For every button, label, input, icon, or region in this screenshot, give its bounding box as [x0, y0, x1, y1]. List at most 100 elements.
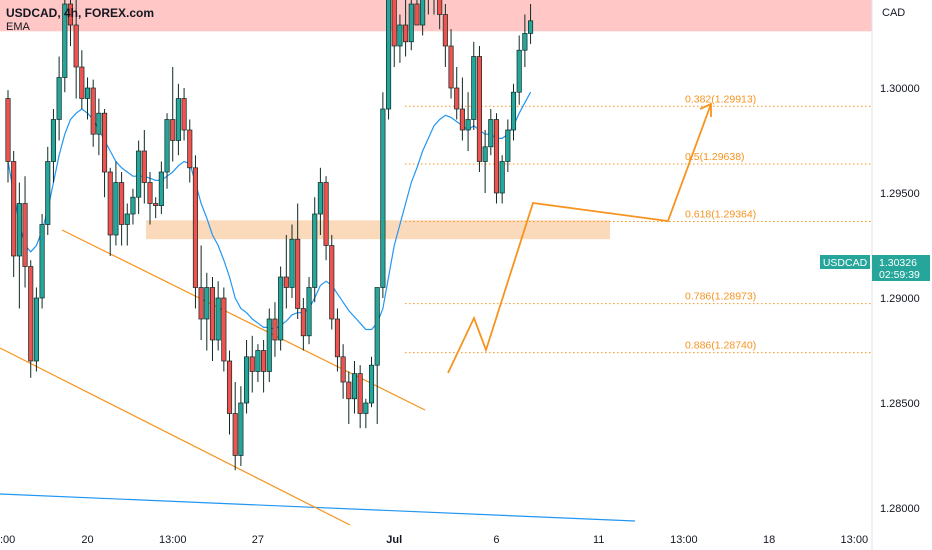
currency-label: CAD — [882, 7, 905, 19]
x-tick-label: 27 — [252, 534, 264, 546]
candle-body — [391, 0, 397, 47]
candle-body — [136, 150, 142, 198]
forecast-path — [447, 103, 712, 374]
candle-body — [255, 350, 261, 372]
badge-price-bg — [872, 255, 930, 281]
candle-body — [397, 24, 403, 47]
candle-body — [317, 182, 323, 215]
candle-body — [323, 182, 329, 246]
x-tick-label: 6 — [493, 534, 499, 546]
x-tick-label: 18 — [763, 534, 775, 546]
candle-body — [363, 402, 369, 414]
candle-body — [232, 413, 238, 456]
x-tick-label: 13:00 — [670, 534, 698, 546]
y-tick-label: 1.29000 — [880, 293, 920, 305]
candle-body — [45, 161, 51, 225]
candle-body — [102, 112, 108, 173]
candle-body — [522, 33, 528, 51]
fib-label: 0.618(1.29364) — [685, 209, 756, 221]
candle-body — [334, 318, 340, 358]
candle-body — [499, 161, 505, 194]
forecast-arrowhead — [699, 102, 712, 117]
candle-body — [289, 238, 295, 288]
candle-body — [11, 161, 17, 257]
indicator-label: EMA — [6, 21, 30, 33]
candle-body — [300, 308, 306, 337]
y-tick-label: 1.29500 — [880, 188, 920, 200]
candle-body — [272, 318, 278, 341]
candle-body — [329, 245, 335, 320]
y-tick-label: 1.30000 — [880, 83, 920, 95]
candle-body — [73, 24, 79, 68]
x-tick-label: Jul — [386, 534, 402, 546]
resistance-zone — [0, 0, 872, 32]
candle-body — [437, 0, 443, 15]
candle-body — [471, 56, 477, 120]
y-tick-label: 1.28000 — [880, 503, 920, 515]
candle-body — [340, 356, 346, 383]
candle-body — [238, 402, 244, 456]
candle-body — [56, 77, 62, 120]
candle-body — [357, 373, 363, 414]
candle-body — [84, 87, 91, 99]
candle-body — [170, 119, 176, 141]
fib-label: 0.382(1.29913) — [685, 93, 756, 105]
candle-body — [249, 356, 255, 372]
candle-body — [459, 108, 465, 131]
candle-body — [215, 297, 221, 341]
candle-body — [482, 146, 488, 162]
fib-label: 0.5(1.29638) — [685, 151, 745, 163]
x-tick-label: 11 — [593, 534, 604, 546]
candle-body — [442, 14, 448, 47]
candle-body — [493, 119, 500, 194]
candle-body — [209, 287, 216, 341]
chart-title: USDCAD, 4h, FOREX.com — [6, 6, 155, 20]
candle-body — [374, 287, 380, 366]
candle-body — [5, 98, 11, 162]
candle-body — [351, 373, 358, 400]
candle-body — [107, 171, 113, 236]
candle-body — [505, 129, 511, 162]
badge-price: 1.30326 — [879, 257, 917, 269]
candle-body — [124, 213, 130, 225]
candle-body — [510, 91, 517, 131]
x-tick-label: 13:00 — [159, 534, 187, 546]
candle-body — [414, 3, 420, 26]
candle-body — [181, 98, 187, 131]
candle-body — [368, 364, 375, 404]
badge-symbol: USDCAD — [823, 257, 868, 269]
long-trendline — [0, 493, 636, 522]
badge-symbol-bg — [820, 255, 870, 269]
last-price-badge: USDCAD 1.30326 02:59:39 — [820, 255, 930, 281]
candle-body — [141, 150, 147, 183]
candle-body — [408, 3, 414, 43]
candle-body — [380, 108, 386, 288]
candle-body — [79, 66, 85, 99]
candle-body — [175, 98, 181, 141]
candle-body — [448, 45, 454, 89]
candle-body — [164, 119, 170, 173]
channel-upper-line — [61, 229, 426, 411]
candle-body — [221, 297, 227, 362]
candle-body — [130, 196, 136, 215]
candle-body — [244, 356, 250, 404]
y-tick-label: 1.28500 — [880, 398, 920, 410]
candle-body — [386, 0, 392, 110]
candle-body — [22, 203, 28, 267]
candle-body — [147, 182, 153, 204]
candle-body — [113, 182, 119, 236]
candle-body — [90, 87, 96, 135]
candle-body — [67, 3, 74, 26]
candle-body — [346, 381, 352, 400]
candle-body — [312, 213, 318, 288]
candle-body — [465, 119, 471, 131]
candle-body — [119, 182, 125, 225]
candle-body — [266, 318, 272, 372]
candle-body — [192, 167, 198, 288]
candle-body — [96, 112, 102, 135]
candle-body — [226, 360, 233, 414]
x-tick-label: 20 — [81, 534, 93, 546]
candle-body — [50, 119, 56, 162]
